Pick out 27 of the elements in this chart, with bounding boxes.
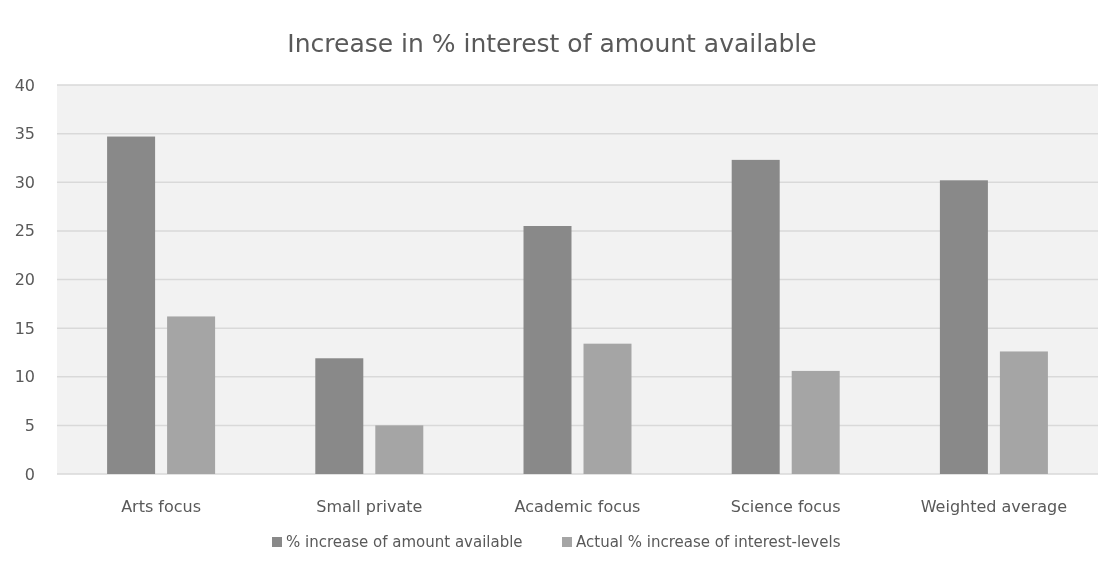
bar [315, 358, 364, 474]
x-tick-label: Small private [316, 497, 423, 516]
bar [107, 136, 156, 474]
y-tick-label: 20 [14, 270, 35, 290]
bar [167, 316, 216, 474]
bar [731, 159, 780, 474]
x-tick-label: Academic focus [514, 497, 641, 516]
x-tick-label: Weighted average [920, 497, 1068, 516]
y-tick-label: 0 [24, 464, 35, 484]
y-tick-label: 40 [14, 75, 35, 95]
y-tick-label: 30 [14, 172, 35, 192]
bar [939, 180, 988, 474]
y-tick-label: 15 [14, 318, 35, 338]
y-tick-label: 35 [14, 124, 35, 144]
bar [523, 226, 572, 474]
bar [791, 370, 840, 474]
bar [375, 425, 424, 474]
legend-label: Actual % increase of interest-levels [576, 533, 841, 551]
legend-label: % increase of amount available [286, 533, 523, 551]
x-tick-label: Arts focus [121, 497, 202, 516]
y-tick-label: 5 [24, 415, 35, 435]
y-tick-label: 25 [14, 221, 35, 241]
y-tick-label: 10 [14, 367, 35, 387]
x-tick-label: Science focus [730, 497, 841, 516]
bar [583, 343, 632, 474]
bar [999, 351, 1048, 474]
chart-title: Increase in % interest of amount available [287, 29, 817, 58]
